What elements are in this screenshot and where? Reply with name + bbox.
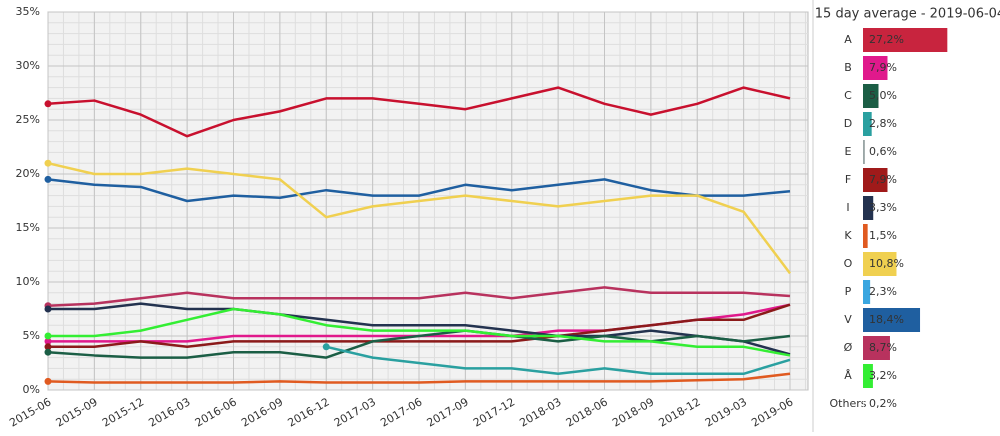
- start-dot: [44, 337, 52, 345]
- x-tick-label: 2017-09: [425, 395, 471, 429]
- category-label: Ø: [844, 341, 853, 354]
- start-dot: [44, 175, 52, 183]
- category-label: P: [845, 285, 852, 298]
- start-dot: [44, 100, 52, 108]
- x-tick-label: 2018-12: [656, 395, 702, 429]
- series-line: [47, 178, 791, 203]
- x-tick-label: 2018-03: [517, 395, 563, 429]
- value-label: 2,3%: [869, 285, 897, 298]
- value-label: 10,8%: [869, 257, 904, 270]
- value-label: 3,3%: [869, 201, 897, 214]
- value-label: 7,9%: [869, 173, 897, 186]
- category-label: B: [844, 61, 852, 74]
- bar: [863, 364, 873, 388]
- bar: [863, 252, 897, 276]
- series-line: [47, 286, 791, 308]
- value-label: 5,0%: [869, 89, 897, 102]
- category-label: F: [845, 173, 851, 186]
- x-tick-label: 2015-06: [7, 395, 53, 429]
- category-label: E: [845, 145, 852, 158]
- bar: [863, 56, 888, 80]
- y-tick-label: 20%: [16, 167, 40, 180]
- x-tick-label: 2017-03: [332, 395, 378, 429]
- x-tick-label: 2018-09: [610, 395, 656, 429]
- x-tick-label: 2015-09: [54, 395, 100, 429]
- value-label: 7,9%: [869, 61, 897, 74]
- panel-title: 15 day average - 2019-06-04: [815, 7, 1000, 22]
- value-label: 27,2%: [869, 33, 904, 46]
- bar: [863, 196, 874, 220]
- x-tick-label: 2018-06: [564, 395, 610, 429]
- value-label: 8,7%: [869, 341, 897, 354]
- category-label: O: [844, 257, 853, 270]
- x-tick-label: 2016-12: [285, 395, 331, 429]
- bar: [863, 168, 888, 192]
- bar: [863, 392, 864, 416]
- start-dot: [44, 377, 52, 385]
- value-label: 18,4%: [869, 313, 904, 326]
- y-tick-label: 25%: [16, 113, 40, 126]
- x-tick-label: 2017-12: [471, 395, 517, 429]
- series-line: [48, 307, 791, 357]
- series-line: [47, 86, 791, 138]
- bar: [863, 28, 948, 52]
- y-tick-label: 5%: [23, 329, 40, 342]
- series-line: [325, 345, 791, 376]
- x-tick-label: 2019-06: [749, 395, 795, 429]
- category-label: I: [846, 201, 849, 214]
- start-dot: [44, 305, 52, 313]
- x-tick-label: 2016-06: [193, 395, 239, 429]
- bar: [863, 336, 890, 360]
- bar: [863, 84, 879, 108]
- category-label: A: [844, 33, 852, 46]
- series-line: [47, 372, 791, 384]
- series-line: [48, 302, 791, 356]
- start-dot: [44, 348, 52, 356]
- x-tick-label: 2017-06: [378, 395, 424, 429]
- value-label: 1,5%: [869, 229, 897, 242]
- y-tick-label: 10%: [16, 275, 40, 288]
- start-dot: [322, 343, 330, 351]
- y-tick-label: 35%: [16, 5, 40, 18]
- y-tick-label: 30%: [16, 59, 40, 72]
- start-dot: [44, 343, 52, 351]
- start-dot: [44, 159, 52, 167]
- value-label: 2,8%: [869, 117, 897, 130]
- start-dot: [44, 332, 52, 340]
- category-label: K: [844, 229, 852, 242]
- x-tick-label: 2019-03: [703, 395, 749, 429]
- category-label: D: [844, 117, 852, 130]
- x-tick-label: 2016-09: [239, 395, 285, 429]
- category-label: Å: [844, 369, 852, 382]
- bar: [863, 280, 871, 304]
- series-line: [47, 329, 791, 359]
- value-label: 0,6%: [869, 145, 897, 158]
- bar: [863, 112, 872, 136]
- category-label: C: [844, 89, 852, 102]
- category-label: Others: [830, 397, 867, 410]
- category-label: V: [844, 313, 852, 326]
- y-tick-label: 15%: [16, 221, 40, 234]
- value-label: 3,2%: [869, 369, 897, 382]
- y-tick-label: 0%: [23, 383, 40, 396]
- series-line: [48, 303, 791, 349]
- bar: [863, 140, 865, 164]
- bar: [863, 308, 921, 332]
- x-tick-label: 2015-12: [100, 395, 146, 429]
- series-line: [47, 161, 791, 275]
- x-tick-label: 2016-03: [146, 395, 192, 429]
- bar: [863, 224, 868, 248]
- value-label: 0,2%: [869, 397, 897, 410]
